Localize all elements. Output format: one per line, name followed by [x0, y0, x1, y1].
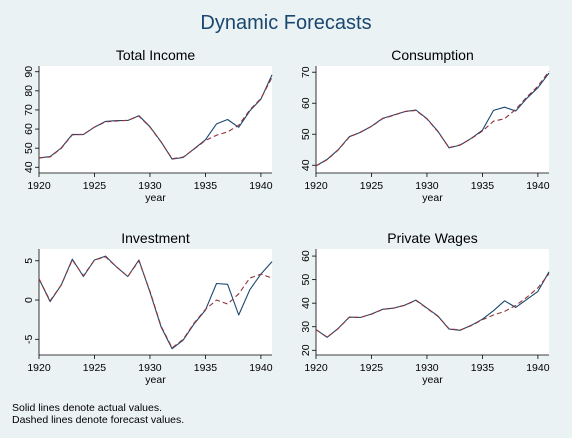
panel-title-total-income: Total Income: [116, 47, 196, 63]
x-tick-label-investment: 1920: [27, 362, 51, 374]
y-tick-label-total-income: 60: [23, 123, 35, 135]
x-tick-label-total-income: 1920: [27, 180, 51, 192]
x-tick-label-investment: 1940: [249, 362, 273, 374]
y-tick-label-total-income: 50: [23, 142, 35, 154]
y-tick-label-private-wages: 50: [300, 274, 312, 286]
x-tick-label-consumption: 1940: [526, 180, 550, 192]
y-tick-label-total-income: 90: [23, 66, 35, 78]
x-tick-label-total-income: 1925: [83, 180, 107, 192]
panel-total-income: Total Income 40 50 60 70 80 90 1920 1925 1930 1935…: [23, 47, 273, 204]
x-tick-label-investment: 1925: [83, 362, 107, 374]
x-axis-label-private-wages: year: [422, 374, 443, 386]
y-tick-label-private-wages: 30: [300, 321, 312, 333]
y-tick-label-consumption: 50: [300, 128, 312, 140]
forecast-line-total-income: [38, 77, 273, 160]
plot-area-consumption: [316, 66, 549, 173]
panel-title-investment: Investment: [121, 230, 190, 246]
figure-title: Dynamic Forecasts: [200, 12, 371, 34]
panel-private-wages: Private Wages 20 30 40 50 60 1920 1925 1930 1935 1…: [300, 230, 550, 386]
plot-area-private-wages: [316, 249, 549, 355]
note-line-2: Dashed lines denote forecast values.: [12, 414, 184, 426]
x-tick-label-total-income: 1930: [138, 180, 162, 192]
panel-title-private-wages: Private Wages: [387, 230, 478, 246]
panel-investment: Investment 5 0 -5 1920 1925 1930 1935 1940 year: [23, 230, 273, 386]
x-tick-label-private-wages: 1940: [526, 362, 550, 374]
note-line-1: Solid lines denote actual values.: [12, 402, 162, 414]
x-tick-label-consumption: 1935: [471, 180, 495, 192]
x-tick-label-consumption: 1920: [304, 180, 328, 192]
y-tick-label-total-income: 80: [23, 85, 35, 97]
x-tick-label-private-wages: 1935: [471, 362, 495, 374]
y-tick-label-total-income: 40: [23, 161, 35, 173]
x-tick-label-consumption: 1925: [360, 180, 384, 192]
y-tick-label-consumption: 60: [300, 97, 312, 109]
x-tick-label-private-wages: 1930: [415, 362, 439, 374]
plot-area-investment: [39, 249, 272, 355]
x-tick-label-total-income: 1940: [249, 180, 273, 192]
y-tick-label-total-income: 70: [23, 104, 35, 116]
y-tick-label-investment: -5: [23, 334, 35, 343]
y-tick-label-consumption: 70: [300, 66, 312, 78]
x-tick-label-private-wages: 1925: [360, 362, 384, 374]
x-axis-label-consumption: year: [422, 192, 443, 204]
y-tick-label-private-wages: 20: [300, 344, 312, 356]
panel-consumption: Consumption 40 50 60 70 1920 1925 1930 1935 1940 y…: [300, 47, 550, 204]
x-tick-label-total-income: 1935: [194, 180, 218, 192]
plot-area-total-income: [39, 66, 272, 173]
forecast-line-consumption: [315, 70, 550, 167]
forecast-line-investment: [38, 256, 273, 349]
y-tick-label-private-wages: 60: [300, 250, 312, 262]
y-tick-label-private-wages: 40: [300, 297, 312, 309]
x-tick-label-investment: 1930: [138, 362, 162, 374]
x-tick-label-consumption: 1930: [415, 180, 439, 192]
y-tick-label-investment: 0: [23, 297, 35, 303]
y-tick-label-consumption: 40: [300, 159, 312, 171]
y-tick-label-investment: 5: [23, 258, 35, 264]
forecast-line-private-wages: [315, 273, 550, 338]
x-tick-label-investment: 1935: [194, 362, 218, 374]
panel-title-consumption: Consumption: [391, 47, 474, 63]
x-axis-label-investment: year: [145, 374, 166, 386]
x-tick-label-private-wages: 1920: [304, 362, 328, 374]
x-axis-label-total-income: year: [145, 192, 166, 204]
